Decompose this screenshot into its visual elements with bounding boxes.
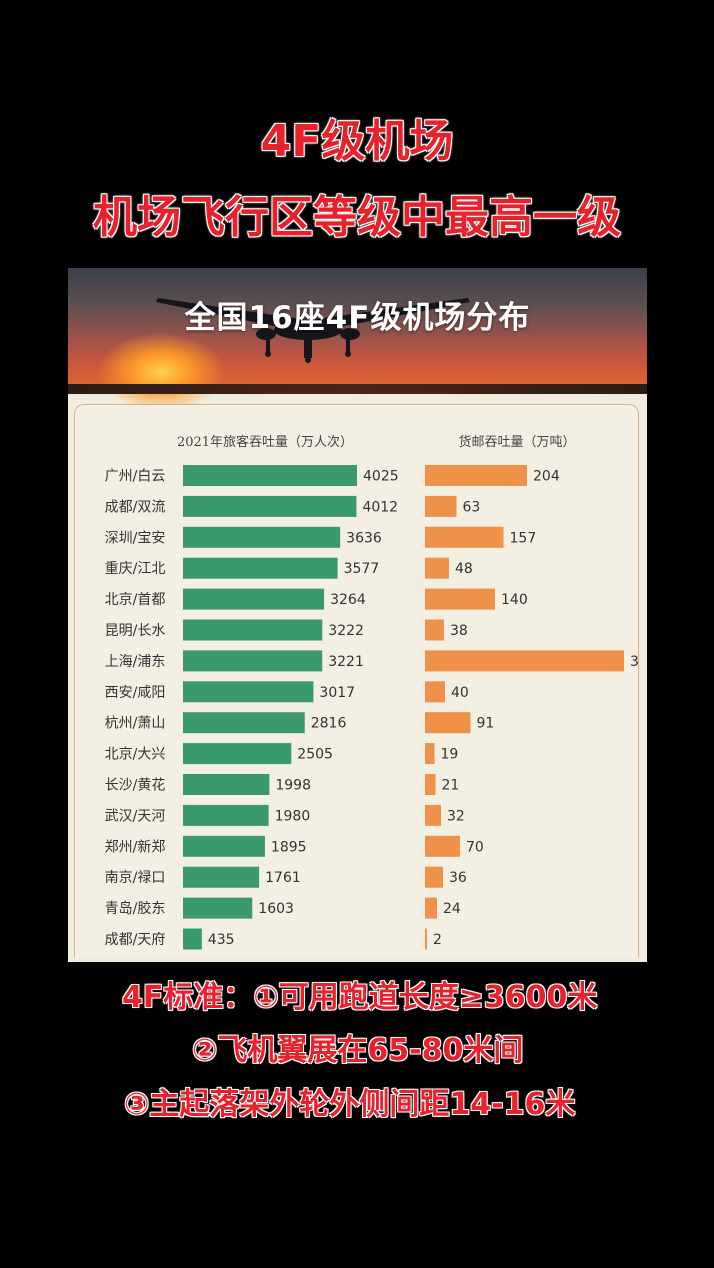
passenger-bar <box>183 928 202 950</box>
standard-gear-span: ③主起落架外轮外侧间距14-16米 <box>124 1087 576 1122</box>
passenger-value-label: 1603 <box>258 901 294 917</box>
category-label: 重庆/江北 <box>105 561 166 577</box>
passenger-bar <box>183 619 323 641</box>
category-label: 武汉/天河 <box>105 808 166 824</box>
passenger-bar <box>183 526 341 548</box>
passenger-bar <box>183 866 260 888</box>
infographic-panel: 全国16座4F级机场分布 2021年旅客吞吐量（万人次） 货邮吞吐量（万吨） 广州/… <box>68 268 647 962</box>
cargo-bar <box>425 866 443 888</box>
cargo-value-label: 48 <box>455 561 473 577</box>
category-label: 深圳/宝安 <box>105 530 166 546</box>
category-label: 成都/双流 <box>105 499 166 515</box>
category-label: 青岛/胶东 <box>105 900 166 917</box>
standard-wingspan: ②飞机翼展在65-80米间 <box>192 1033 524 1068</box>
passenger-bar <box>183 774 270 795</box>
airport-bar-chart: 2021年旅客吞吐量（万人次） 货邮吞吐量（万吨） 广州/白云 4025 204 成都/双… <box>105 434 638 950</box>
category-label: 南京/禄口 <box>105 870 166 886</box>
passenger-bar <box>183 897 253 919</box>
sunset-banner: 全国16座4F级机场分布 <box>68 268 647 412</box>
passenger-value-label: 435 <box>208 932 235 948</box>
passenger-value-label: 1998 <box>275 778 311 794</box>
horizon-silhouette <box>68 384 647 394</box>
cargo-value-label: 63 <box>463 499 481 515</box>
cargo-value-label: 2 <box>433 932 442 948</box>
cargo-bar <box>425 928 427 950</box>
category-label: 北京/首都 <box>105 592 166 608</box>
category-label: 长沙/黄花 <box>105 777 166 794</box>
passenger-value-label: 1761 <box>265 870 301 886</box>
cargo-bar <box>425 712 471 734</box>
category-label: 成都/天府 <box>105 932 166 948</box>
cargo-bar <box>425 804 441 826</box>
passenger-value-label: 3264 <box>330 592 366 608</box>
cargo-bar <box>425 774 436 795</box>
series-header-cargo: 货邮吞吐量（万吨） <box>458 434 575 450</box>
category-label: 西安/咸阳 <box>105 685 166 701</box>
cargo-value-label: 32 <box>447 808 465 824</box>
passenger-bar <box>183 804 269 826</box>
passenger-value-label: 2505 <box>297 747 333 763</box>
passenger-value-label: 4025 <box>363 469 399 485</box>
headline-highest-grade: 机场飞行区等级中最高一级 <box>93 192 621 243</box>
cargo-bar <box>425 465 527 486</box>
airplane-icon <box>156 298 470 363</box>
passenger-bar <box>183 495 357 517</box>
passenger-bar <box>183 681 314 703</box>
cargo-value-label: 204 <box>533 469 560 485</box>
cargo-bar <box>425 681 445 703</box>
cargo-value-label: 19 <box>441 747 459 763</box>
passenger-bar <box>183 743 292 765</box>
cargo-bar <box>425 526 504 548</box>
passenger-bar <box>183 835 265 857</box>
category-label: 郑州/新郑 <box>105 839 166 855</box>
cargo-bar <box>425 650 624 672</box>
cargo-value-label: 398 <box>630 654 638 670</box>
category-label: 杭州/萧山 <box>105 716 166 732</box>
cargo-bar <box>425 588 495 610</box>
sun-glow <box>96 332 226 412</box>
passenger-value-label: 3577 <box>344 561 380 577</box>
cargo-value-label: 70 <box>466 839 484 855</box>
passenger-value-label: 3636 <box>346 530 382 546</box>
category-label: 昆明/长水 <box>105 623 166 639</box>
cargo-bar <box>425 743 435 765</box>
cargo-bar <box>425 619 444 641</box>
passenger-bar <box>183 650 323 672</box>
passenger-bar <box>183 712 305 734</box>
passenger-bar <box>183 588 325 610</box>
cargo-value-label: 24 <box>443 901 461 917</box>
passenger-value-label: 2816 <box>311 716 347 732</box>
category-label: 上海/浦东 <box>105 654 166 670</box>
cargo-value-label: 91 <box>477 716 495 732</box>
banner-title: 全国16座4F级机场分布 <box>184 300 531 336</box>
passenger-bar <box>183 557 338 579</box>
cargo-value-label: 140 <box>501 592 528 608</box>
series-header-passengers: 2021年旅客吞吐量（万人次） <box>177 434 353 450</box>
cargo-bar <box>425 495 457 517</box>
headline-4f-airport: 4F级机场 <box>260 116 454 167</box>
cargo-value-label: 38 <box>450 623 468 639</box>
chart-frame: 2021年旅客吞吐量（万人次） 货邮吞吐量（万吨） 广州/白云 4025 204 成都/双… <box>74 404 639 957</box>
cargo-value-label: 36 <box>449 870 467 886</box>
cargo-value-label: 157 <box>510 530 537 546</box>
passenger-bar <box>183 465 357 486</box>
passenger-value-label: 3222 <box>328 623 364 639</box>
cargo-bar <box>425 557 449 579</box>
passenger-value-label: 1895 <box>271 839 307 855</box>
category-label: 北京/大兴 <box>105 747 166 763</box>
cargo-value-label: 21 <box>442 778 460 794</box>
passenger-value-label: 4012 <box>362 499 398 515</box>
passenger-value-label: 1980 <box>275 808 311 824</box>
standard-runway-length: 4F标准：①可用跑道长度≥3600米 <box>122 980 598 1015</box>
category-label: 广州/白云 <box>105 469 166 485</box>
passenger-value-label: 3221 <box>328 654 364 670</box>
cargo-bar <box>425 897 437 919</box>
cargo-bar <box>425 835 460 857</box>
cargo-value-label: 40 <box>451 685 469 701</box>
passenger-value-label: 3017 <box>319 685 355 701</box>
